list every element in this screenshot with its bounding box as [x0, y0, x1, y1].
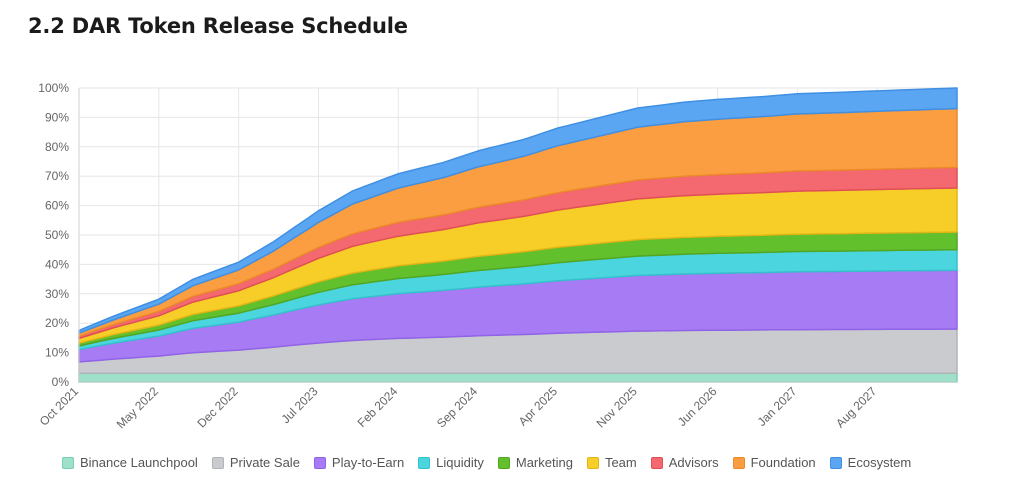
y-tick-label: 50%: [45, 228, 69, 242]
chart-legend: Binance Launchpool Private Sale Play-to-Ea…: [62, 455, 925, 470]
legend-item-marketing[interactable]: Marketing: [497, 455, 573, 470]
legend-label: Foundation: [750, 455, 816, 470]
legend-label: Ecosystem: [847, 455, 912, 470]
area-binance-launchpool: [78, 372, 958, 383]
legend-label: Marketing: [515, 455, 573, 470]
legend-swatch: [829, 456, 842, 469]
legend-label: Play-to-Earn: [331, 455, 405, 470]
legend-item-play-to-earn[interactable]: Play-to-Earn: [313, 455, 405, 470]
y-tick-label: 30%: [45, 287, 69, 301]
legend-swatch: [650, 456, 663, 469]
y-tick-label: 100%: [38, 81, 69, 95]
y-tick-label: 0%: [52, 375, 70, 389]
legend-swatch: [586, 456, 599, 469]
legend-label: Advisors: [668, 455, 719, 470]
legend-item-ecosystem[interactable]: Ecosystem: [829, 455, 912, 470]
y-tick-label: 80%: [45, 140, 69, 154]
x-tick-label: Apr 2025: [516, 384, 561, 429]
legend-swatch: [62, 456, 74, 469]
y-tick-label: 60%: [45, 199, 69, 213]
legend-item-private-sale[interactable]: Private Sale: [211, 455, 300, 470]
legend-item-team[interactable]: Team: [586, 455, 637, 470]
legend-swatch: [313, 456, 326, 469]
legend-item-advisors[interactable]: Advisors: [650, 455, 719, 470]
x-tick-label: Jun 2026: [675, 384, 720, 429]
x-tick-label: Jan 2027: [755, 384, 800, 429]
legend-swatch: [418, 456, 431, 469]
x-tick-label: Aug 2027: [833, 384, 879, 430]
legend-item-foundation[interactable]: Foundation: [732, 455, 816, 470]
y-tick-label: 90%: [45, 110, 69, 124]
legend-label: Private Sale: [229, 455, 300, 470]
y-tick-label: 70%: [45, 169, 69, 183]
y-tick-label: 20%: [45, 316, 69, 330]
legend-label: Binance Launchpool: [80, 455, 198, 470]
x-tick-label: Dec 2022: [195, 384, 241, 430]
x-tick-label: May 2022: [114, 384, 161, 431]
legend-item-binance-launchpool[interactable]: Binance Launchpool: [62, 455, 198, 470]
series-areas: [78, 87, 958, 383]
x-tick-label: Jul 2023: [279, 384, 321, 426]
legend-label: Liquidity: [436, 455, 484, 470]
y-tick-label: 10%: [45, 346, 69, 360]
legend-item-liquidity[interactable]: Liquidity: [418, 455, 484, 470]
legend-swatch: [497, 456, 510, 469]
x-tick-label: Nov 2025: [594, 384, 640, 430]
x-tick-label: Oct 2021: [37, 384, 82, 429]
legend-label: Team: [604, 455, 637, 470]
area-ecosystem: [78, 87, 958, 334]
x-tick-label: Feb 2024: [355, 384, 401, 430]
x-tick-label: Sep 2024: [434, 384, 480, 430]
y-tick-label: 40%: [45, 257, 69, 271]
legend-swatch: [732, 456, 745, 469]
legend-swatch: [211, 456, 224, 469]
page-title: 2.2 DAR Token Release Schedule: [28, 14, 408, 38]
